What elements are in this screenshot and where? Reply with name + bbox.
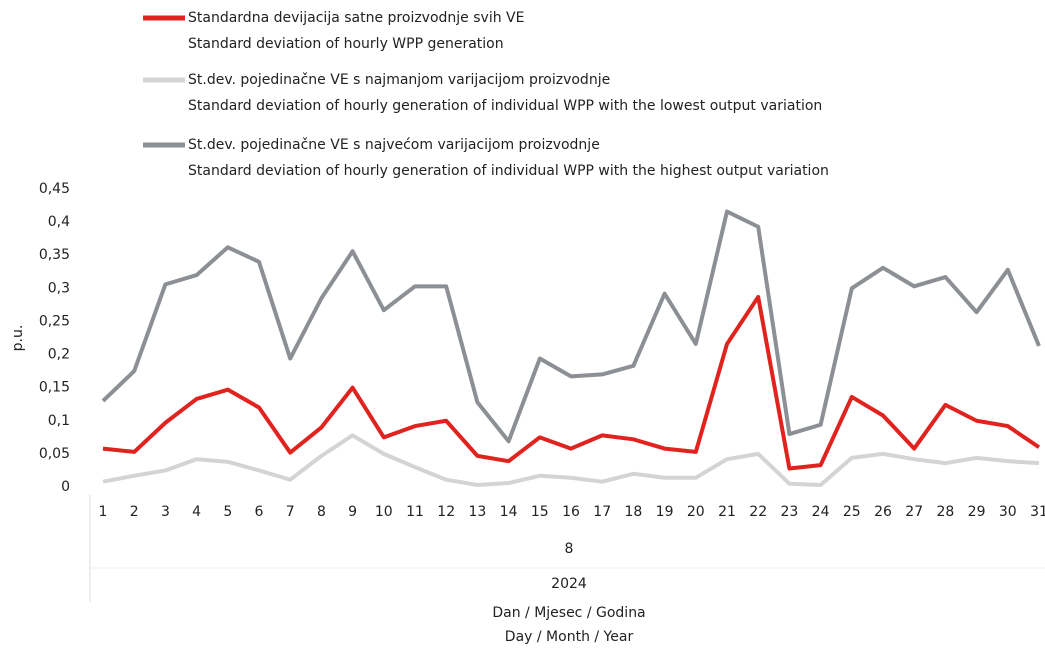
x-tick-label: 26 bbox=[874, 504, 892, 520]
y-tick-label: 0,05 bbox=[39, 446, 70, 462]
x-tick-label: 31 bbox=[1030, 504, 1045, 520]
legend-label: St.dev. pojedinačne VE s najvećom varija… bbox=[188, 137, 600, 153]
x-tick-label: 1 bbox=[99, 504, 108, 520]
y-tick-label: 0,35 bbox=[39, 247, 70, 263]
x-tick-label: 21 bbox=[718, 504, 736, 520]
y-tick-label: 0,3 bbox=[48, 280, 70, 296]
legend-label: Standard deviation of hourly generation … bbox=[188, 98, 822, 114]
x-tick-label: 2 bbox=[130, 504, 139, 520]
y-tick-label: 0,25 bbox=[39, 313, 70, 329]
x-tick-label: 11 bbox=[406, 504, 424, 520]
y-tick-label: 0,45 bbox=[39, 181, 70, 197]
x-tick-label: 3 bbox=[161, 504, 170, 520]
y-tick-label: 0 bbox=[61, 479, 70, 495]
x-axis-title: Day / Month / Year bbox=[505, 629, 634, 645]
x-tick-label: 5 bbox=[223, 504, 232, 520]
x-tick-label: 10 bbox=[375, 504, 393, 520]
x-tick-label: 14 bbox=[500, 504, 518, 520]
x-tick-label: 13 bbox=[468, 504, 486, 520]
x-tick-label: 17 bbox=[593, 504, 611, 520]
x-tick-label: 6 bbox=[255, 504, 264, 520]
x-tick-label: 28 bbox=[936, 504, 954, 520]
x-tick-label: 16 bbox=[562, 504, 580, 520]
x-tick-label: 19 bbox=[656, 504, 674, 520]
y-tick-label: 0,1 bbox=[48, 413, 70, 429]
legend-label: Standard deviation of hourly WPP generat… bbox=[188, 36, 504, 52]
x-tick-label: 29 bbox=[968, 504, 986, 520]
x-tick-label: 9 bbox=[348, 504, 357, 520]
x-tick-label: 23 bbox=[780, 504, 798, 520]
series-line bbox=[102, 433, 1040, 488]
x-tick-label: 25 bbox=[843, 504, 861, 520]
x-tick-label: 27 bbox=[905, 504, 923, 520]
x-tick-label: 8 bbox=[317, 504, 326, 520]
y-tick-label: 0,4 bbox=[48, 214, 70, 230]
month-label: 8 bbox=[565, 541, 574, 557]
year-label: 2024 bbox=[551, 576, 587, 592]
x-axis-title: Dan / Mjesec / Godina bbox=[492, 605, 645, 621]
legend-label: St.dev. pojedinačne VE s najmanjom varij… bbox=[188, 72, 610, 88]
x-tick-label: 22 bbox=[749, 504, 767, 520]
series-line bbox=[101, 209, 1041, 444]
x-tick-label: 20 bbox=[687, 504, 705, 520]
x-tick-label: 4 bbox=[192, 504, 201, 520]
y-tick-label: 0,15 bbox=[39, 380, 70, 396]
y-tick-label: 0,2 bbox=[48, 347, 70, 363]
x-tick-label: 7 bbox=[286, 504, 295, 520]
x-tick-label: 24 bbox=[812, 504, 830, 520]
x-tick-label: 15 bbox=[531, 504, 549, 520]
legend-label: Standard deviation of hourly generation … bbox=[188, 163, 829, 179]
x-tick-label: 30 bbox=[999, 504, 1017, 520]
y-axis-title: p.u. bbox=[10, 325, 26, 352]
series-line bbox=[102, 294, 1041, 471]
x-tick-label: 18 bbox=[624, 504, 642, 520]
x-tick-label: 12 bbox=[437, 504, 455, 520]
legend-label: Standardna devijacija satne proizvodnje … bbox=[188, 10, 524, 26]
